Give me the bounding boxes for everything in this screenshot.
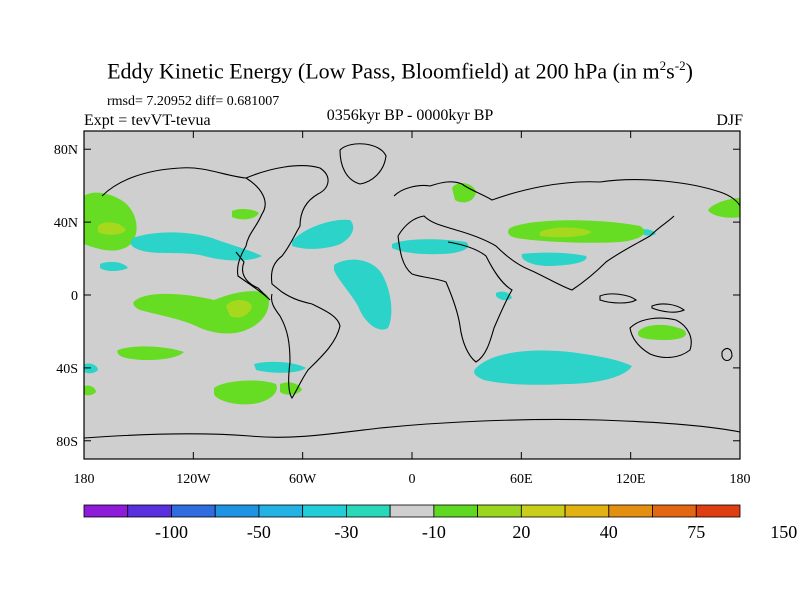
lat-tick-label: 80N bbox=[54, 143, 78, 158]
positive-region-south-pacific-west bbox=[84, 385, 96, 396]
anomaly-fields bbox=[84, 183, 740, 405]
positive-region-equatorial-pacific bbox=[117, 346, 184, 360]
coastline-maritime-continent bbox=[599, 293, 686, 313]
coastline-south-america bbox=[270, 293, 341, 399]
chart-title: Eddy Kinetic Energy (Low Pass, Bloomfiel… bbox=[107, 58, 693, 84]
negative-region-south-pacific-east bbox=[254, 361, 306, 373]
colorbar-swatch bbox=[652, 504, 697, 518]
positive-region-aleutian bbox=[232, 208, 259, 220]
colorbar-swatch bbox=[695, 504, 741, 518]
lon-tick-label: 120W bbox=[176, 472, 211, 487]
coastlines bbox=[84, 143, 740, 439]
coastline-eurasia-south bbox=[397, 215, 675, 291]
negative-region-central-pacific bbox=[100, 261, 128, 271]
colorbar-label: 20 bbox=[512, 522, 530, 542]
lon-tick-label: 120E bbox=[616, 472, 646, 487]
positive-region-argentina bbox=[280, 382, 302, 395]
colorbar-swatch bbox=[258, 504, 304, 518]
positive-region-north-pacific bbox=[84, 192, 137, 251]
negative-region-tropical-atlantic bbox=[334, 259, 392, 330]
positive-region-north-pacific-east bbox=[708, 198, 740, 218]
colorbar-swatch bbox=[477, 504, 522, 518]
coastline-australia bbox=[629, 317, 692, 359]
negative-region-europe bbox=[392, 239, 469, 255]
colorbar-swatch bbox=[214, 504, 260, 518]
coastline-eurasia-north bbox=[393, 179, 740, 207]
season-label: DJF bbox=[716, 112, 743, 129]
negative-region-north-atlantic bbox=[292, 219, 354, 249]
colorbar: -100 -50 -30 -10 20 40 75 150 bbox=[83, 504, 797, 542]
axis-ticks: 80N 40N 0 40S 80S 180 120W 60W 0 60E 120E 180 bbox=[54, 131, 751, 487]
colorbar-swatch bbox=[520, 504, 566, 518]
experiment-label: Expt = tevVT-tevua bbox=[84, 112, 211, 129]
coastline-new-zealand bbox=[721, 347, 733, 362]
lon-tick-label: 0 bbox=[409, 472, 416, 487]
negative-region-south-pacific-west bbox=[84, 363, 98, 374]
positive-core-eastern-tropical-pacific bbox=[226, 300, 252, 318]
positive-core-eurasia bbox=[540, 227, 592, 238]
positive-region-australia bbox=[638, 324, 686, 340]
coastline-antarctica bbox=[84, 418, 740, 439]
positive-region-south-atlantic bbox=[214, 380, 277, 405]
colorbar-swatch bbox=[127, 504, 172, 518]
lat-tick-label: 40N bbox=[54, 216, 78, 231]
colorbar-label: 75 bbox=[687, 522, 705, 542]
colorbar-swatch bbox=[302, 504, 347, 518]
lon-tick-label: 180 bbox=[74, 472, 95, 487]
colorbar-swatch bbox=[83, 504, 129, 518]
coastline-north-america-east bbox=[245, 165, 329, 305]
colorbar-label: 40 bbox=[600, 522, 618, 542]
positive-core-north-pacific bbox=[98, 222, 126, 235]
lon-tick-label: 60W bbox=[289, 472, 317, 487]
colorbar-label: -30 bbox=[334, 522, 358, 542]
colorbar-label: -100 bbox=[155, 522, 188, 542]
lat-tick-label: 0 bbox=[71, 289, 78, 304]
colorbar-swatch bbox=[433, 504, 479, 518]
coastline-greenland bbox=[339, 143, 387, 185]
lon-tick-label: 60E bbox=[510, 472, 533, 487]
positive-region-greenland bbox=[452, 183, 476, 203]
coastline-africa bbox=[397, 235, 513, 363]
colorbar-swatch bbox=[171, 504, 216, 518]
lat-tick-label: 80S bbox=[56, 435, 78, 450]
period-label: 0356kyr BP - 0000kyr BP bbox=[326, 107, 494, 124]
colorbar-label: -50 bbox=[247, 522, 271, 542]
lat-tick-label: 40S bbox=[56, 362, 78, 377]
colorbar-swatch bbox=[345, 504, 391, 518]
map-background bbox=[84, 131, 740, 459]
colorbar-swatch bbox=[564, 504, 610, 518]
coastline-north-america-west bbox=[101, 167, 271, 301]
colorbar-swatch bbox=[608, 504, 653, 518]
negative-region-south-asia bbox=[521, 252, 587, 266]
lon-tick-label: 180 bbox=[730, 472, 751, 487]
colorbar-label: -10 bbox=[422, 522, 446, 542]
colorbar-label: 150 bbox=[770, 522, 797, 542]
negative-region-southern-indian bbox=[474, 350, 632, 385]
stats-line: rmsd= 7.20952 diff= 0.681007 bbox=[107, 94, 280, 109]
colorbar-swatch bbox=[389, 504, 435, 518]
negative-region-north-pacific bbox=[130, 232, 262, 261]
